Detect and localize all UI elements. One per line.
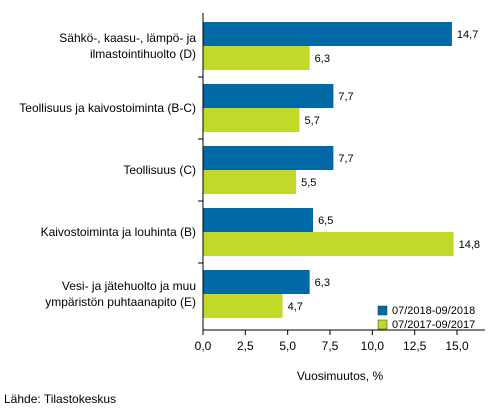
data-label: 6,3 (315, 277, 330, 289)
data-label: 5,7 (305, 115, 320, 127)
bar (203, 108, 300, 132)
bar (203, 170, 297, 194)
category-labels: Sähkö-, kaasu-, lämpö- ja ilmastointihuol… (19, 31, 196, 309)
x-axis-title: Vuosimuutos, % (297, 369, 384, 383)
x-tick-label: 7,5 (322, 339, 339, 353)
data-label: 6,5 (318, 215, 333, 227)
legend-swatch (377, 319, 388, 330)
x-tick-label: 0,0 (195, 339, 212, 353)
category-label: Vesi- ja jätehuolto ja muu ympäristön puh… (45, 279, 196, 309)
data-label: 7,7 (338, 91, 353, 103)
bar (203, 46, 310, 70)
data-label: 14,8 (459, 239, 480, 251)
category-label: Teollisuus ja kaivostoiminta (B-C) (19, 101, 196, 115)
x-tick-label: 15,0 (445, 339, 469, 353)
source-note: Lähde: Tilastokeskus (4, 392, 117, 406)
bar (203, 84, 334, 108)
x-tick-label: 5,0 (279, 339, 296, 353)
bars (203, 22, 454, 318)
bar (203, 294, 283, 318)
category-label: Teollisuus (C) (123, 163, 196, 177)
bar (203, 208, 314, 232)
data-label: 6,3 (315, 53, 330, 65)
data-label: 5,5 (301, 177, 316, 189)
legend-swatch (377, 305, 388, 316)
bar (203, 22, 452, 46)
x-tick-label: 10,0 (361, 339, 385, 353)
x-tick-label: 2,5 (237, 339, 254, 353)
legend-label: 07/2018-09/2018 (392, 305, 475, 317)
legend-label: 07/2017-09/2017 (392, 319, 475, 331)
data-label: 4,7 (288, 301, 303, 313)
data-label: 7,7 (338, 153, 353, 165)
x-tick-label: 12,5 (403, 339, 427, 353)
category-label: Kaivostoiminta ja louhinta (B) (41, 225, 196, 239)
data-label: 14,7 (457, 29, 478, 41)
legend: 07/2018-09/2018 07/2017-09/2017 (377, 305, 475, 331)
x-axis: 0,0 2,5 5,0 7,5 10,0 12,5 15,0 (195, 13, 485, 353)
data-labels: 14,7 6,3 7,7 5,7 7,7 5,5 6,5 14,8 6,3 4,7 (288, 29, 480, 313)
bar (203, 270, 310, 294)
bar (203, 232, 454, 256)
bar (203, 146, 334, 170)
category-label: Sähkö-, kaasu-, lämpö- ja ilmastointihuol… (59, 31, 196, 61)
